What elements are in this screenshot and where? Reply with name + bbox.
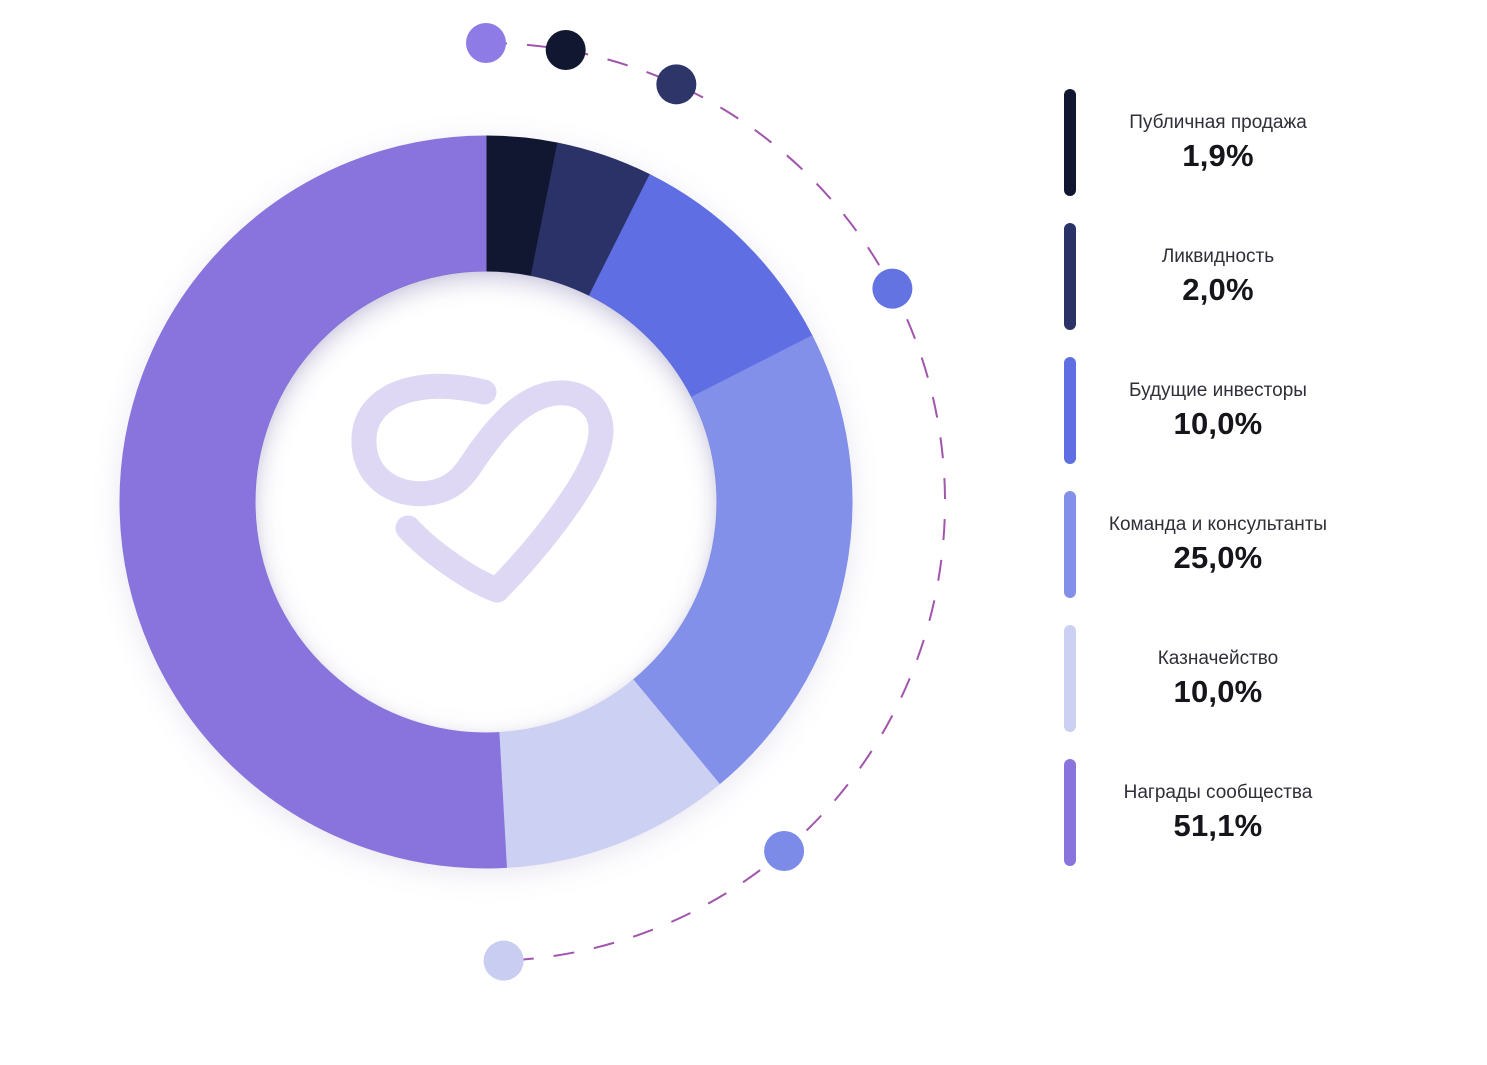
legend-label: Команда и консультанты — [1108, 514, 1328, 535]
legend-label: Будущие инвесторы — [1129, 380, 1307, 401]
orbit-dot — [872, 268, 913, 309]
legend-text: Будущие инвесторы 10,0% — [1092, 357, 1344, 464]
orbit-dot — [545, 29, 586, 70]
orbit-dot — [483, 940, 524, 981]
legend-value: 51,1% — [1173, 808, 1263, 843]
orbit-dot — [466, 23, 506, 63]
legend-item-liquidity: Ликвидность 2,0% — [1064, 223, 1344, 330]
orbit-dots — [466, 23, 913, 981]
legend-item-public-sale: Публичная продажа 1,9% — [1064, 89, 1344, 196]
legend-label: Награды сообщества — [1123, 782, 1313, 803]
legend-label: Ликвидность — [1161, 246, 1275, 267]
donut-segment-6 — [119, 135, 507, 869]
legend-item-future-investors: Будущие инвесторы 10,0% — [1064, 357, 1344, 464]
legend-color-bar — [1064, 625, 1076, 732]
legend-color-bar — [1064, 759, 1076, 866]
legend-value: 2,0% — [1182, 272, 1254, 307]
logo-loop-swoosh — [351, 373, 614, 603]
donut-segment-4 — [632, 335, 853, 785]
legend-color-bar — [1064, 357, 1076, 464]
legend-label: Казначейство — [1157, 648, 1279, 669]
legend-value: 10,0% — [1173, 674, 1263, 709]
legend-color-bar — [1064, 491, 1076, 598]
legend-text: Команда и консультанты 25,0% — [1092, 491, 1344, 598]
legend-value: 10,0% — [1173, 406, 1263, 441]
legend-value: 1,9% — [1182, 138, 1254, 173]
legend-label: Публичная продажа — [1129, 112, 1307, 133]
legend-item-team-advisors: Команда и консультанты 25,0% — [1064, 491, 1344, 598]
legend: Публичная продажа 1,9% Ликвидность 2,0% … — [1064, 89, 1344, 866]
legend-item-community-rewards: Награды сообщества 51,1% — [1064, 759, 1344, 866]
logo-check-arm — [395, 515, 510, 603]
orbit-dot — [764, 831, 805, 872]
legend-text: Публичная продажа 1,9% — [1092, 89, 1344, 196]
orbit-dashed-arc — [485, 42, 946, 962]
legend-value: 25,0% — [1173, 540, 1263, 575]
legend-text: Награды сообщества 51,1% — [1092, 759, 1344, 866]
legend-text: Ликвидность 2,0% — [1092, 223, 1344, 330]
legend-color-bar — [1064, 223, 1076, 330]
donut-segments — [119, 135, 853, 869]
legend-color-bar — [1064, 89, 1076, 196]
donut-chart — [119, 23, 946, 981]
legend-item-treasury: Казначейство 10,0% — [1064, 625, 1344, 732]
orbit-dot — [656, 64, 697, 105]
legend-text: Казначейство 10,0% — [1092, 625, 1344, 732]
heart-check-logo-icon — [351, 373, 614, 603]
